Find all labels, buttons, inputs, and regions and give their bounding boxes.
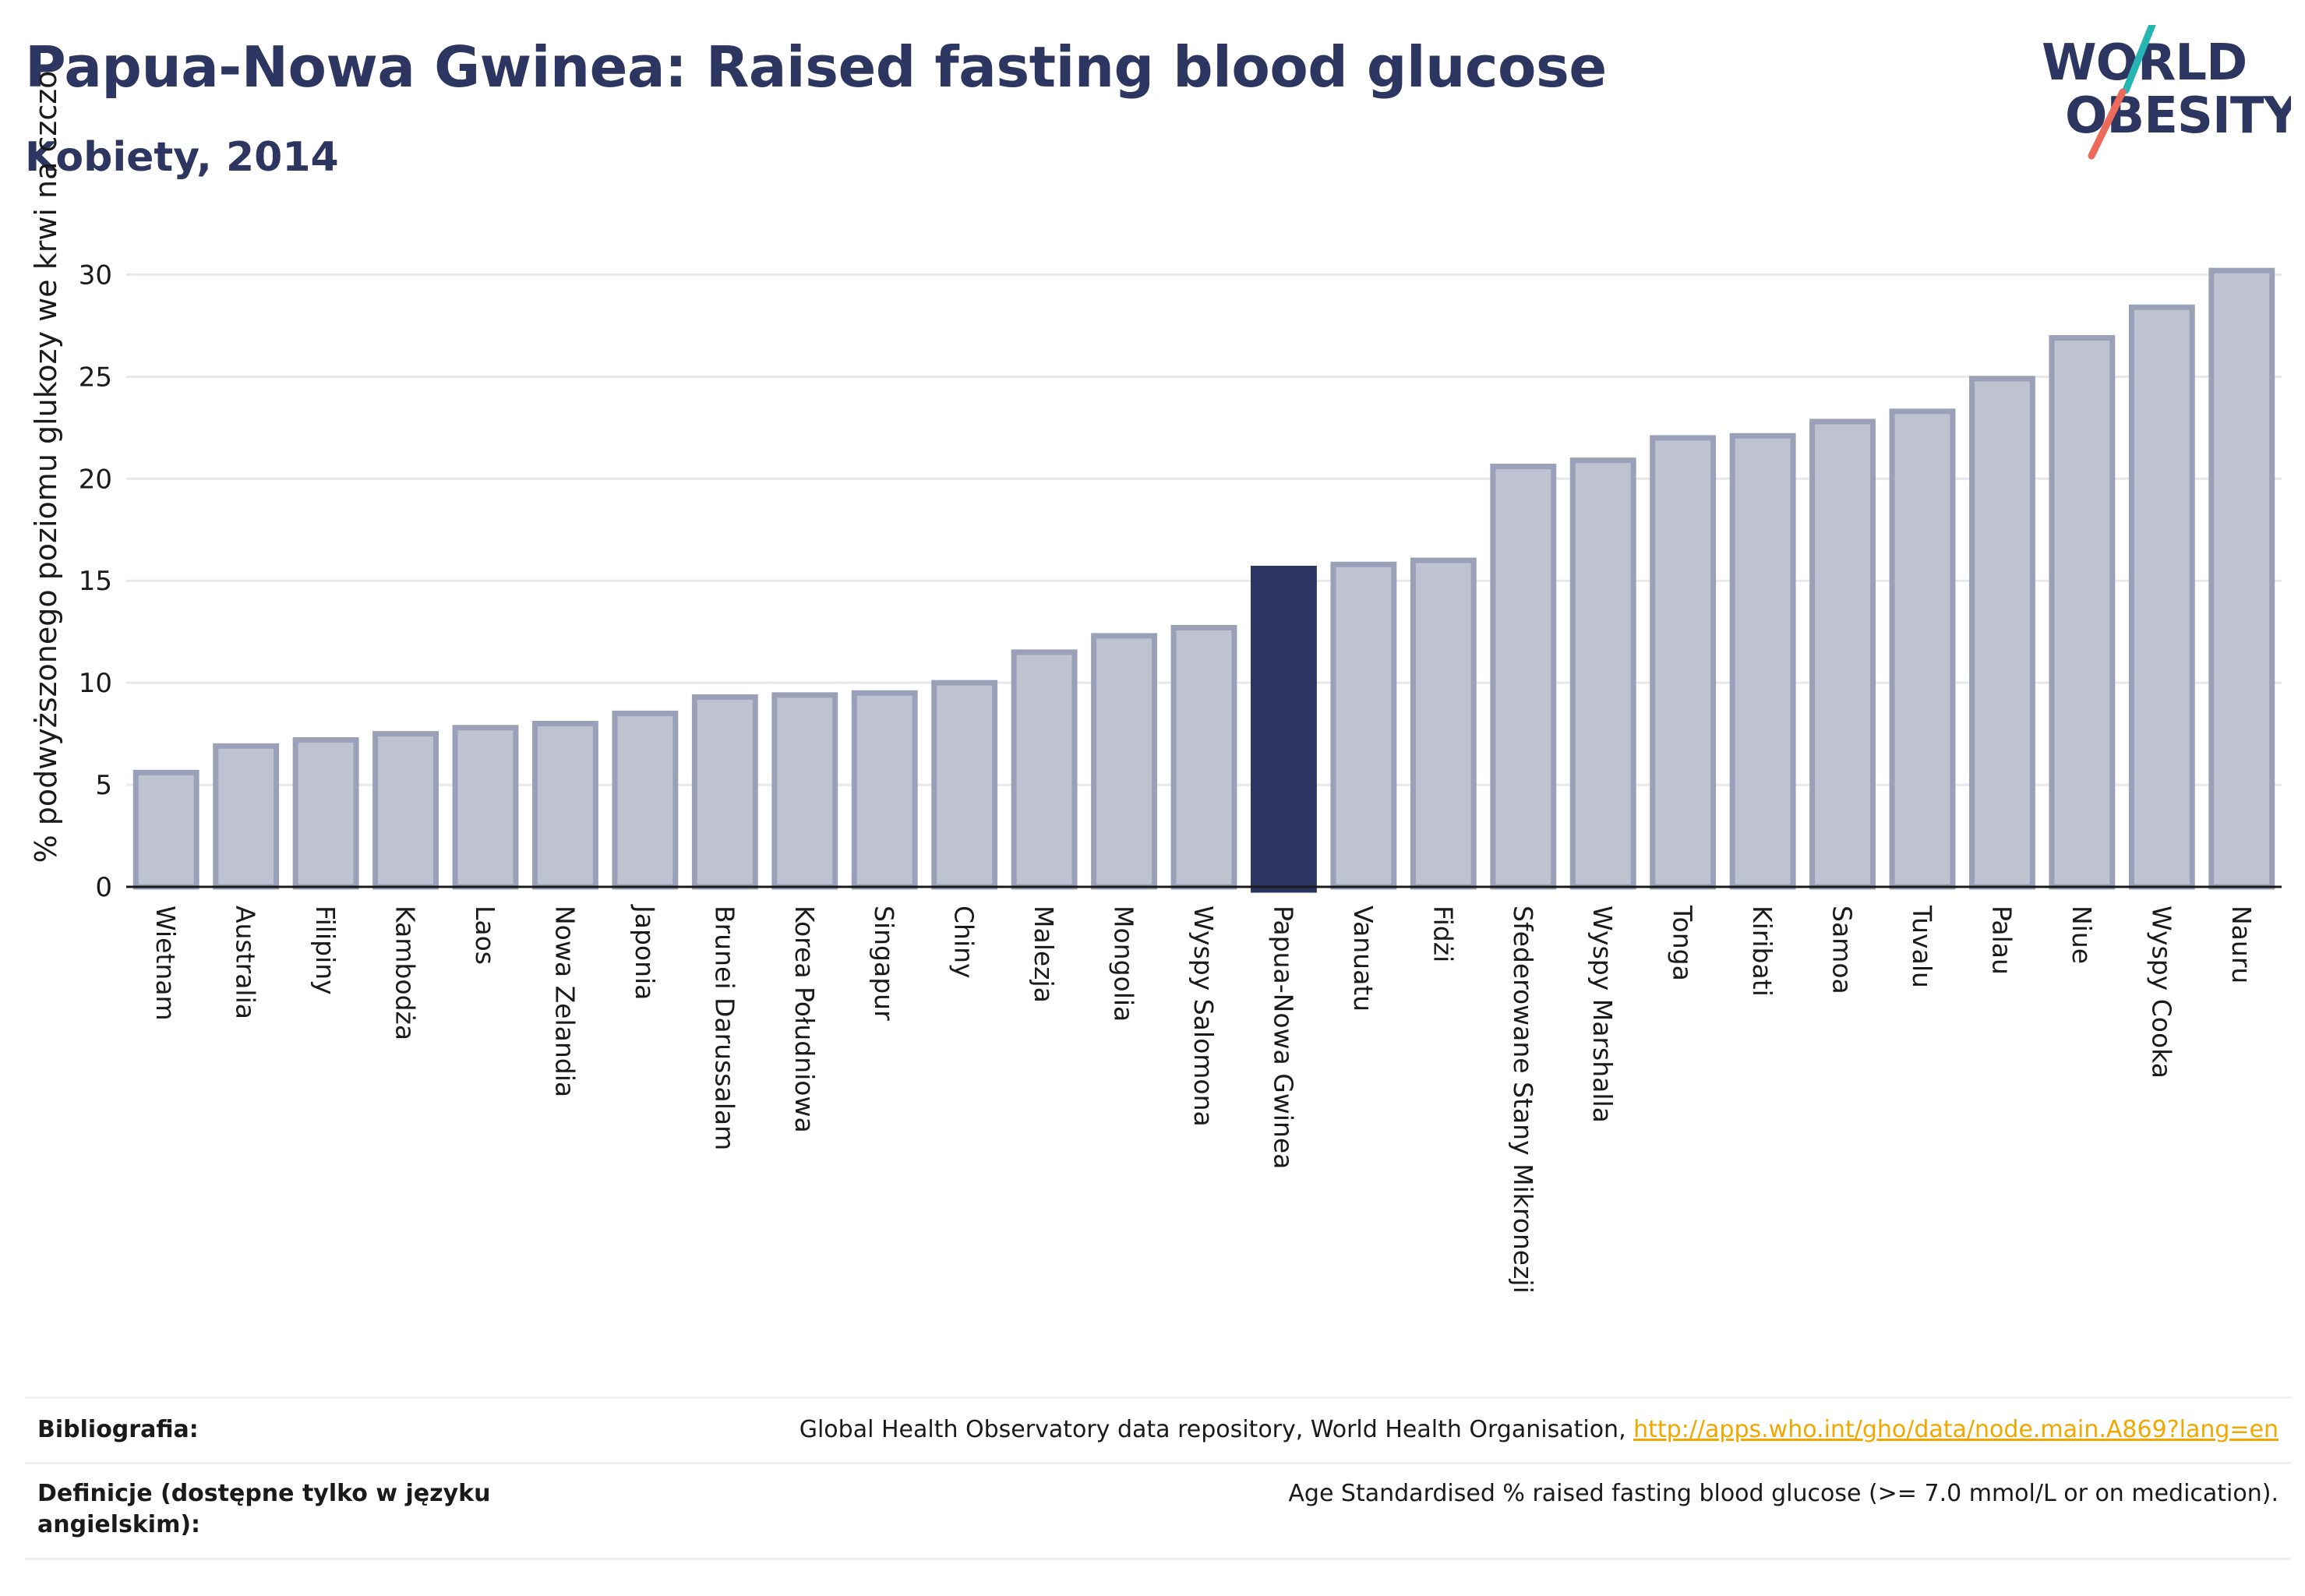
x-tick-label: Papua-Nowa Gwinea (1268, 906, 1298, 1169)
y-axis-ticks: 0 5 10 15 20 25 30 (79, 260, 112, 903)
bar (1011, 649, 1078, 890)
y-tick-label: 20 (79, 464, 112, 495)
x-tick-label: Singapur (869, 906, 899, 1021)
x-tick-label: Samoa (1827, 906, 1858, 994)
bar (213, 743, 280, 890)
bar (1091, 633, 1157, 890)
bar (931, 680, 998, 890)
bar (1889, 408, 1956, 890)
x-axis-labels: Wietnam Australia Filipiny Kambodża Laos Nowa… (150, 904, 2257, 1294)
definitions-row: Definicje (dostępne tylko w języku angie… (25, 1462, 2291, 1560)
x-tick-label: Nowa Zelandia (549, 906, 580, 1097)
bar (292, 736, 359, 890)
bar (1330, 561, 1397, 890)
y-tick-label: 10 (79, 668, 112, 699)
x-tick-label: Laos (470, 906, 500, 965)
x-tick-label: Australia (231, 906, 261, 1019)
logo-slash-coral (2088, 88, 2127, 160)
x-tick-label: Kambodża (390, 906, 421, 1040)
bibliography-value: Global Health Observatory data repositor… (800, 1414, 2279, 1446)
x-tick-label: Brunei Darussalam (709, 906, 740, 1150)
bibliography-row: Bibliografia: Global Health Observatory … (25, 1396, 2291, 1462)
bibliography-text: Global Health Observatory data repositor… (799, 1416, 1634, 1443)
x-tick-label: Vanuatu (1348, 906, 1378, 1012)
bar (372, 731, 439, 890)
definitions-label: Definicje (dostępne tylko w języku angie… (37, 1480, 491, 1538)
x-tick-label: Fidżi (1428, 906, 1458, 962)
bar (771, 692, 838, 890)
x-tick-label: Nauru (2226, 906, 2257, 983)
bar (691, 694, 758, 890)
bar (1410, 557, 1477, 890)
bar (132, 769, 199, 890)
world-obesity-logo: WORLD OBESITY (2042, 21, 2300, 165)
y-axis-label: % podwyższonego poziomu glukozy we krwi … (29, 71, 63, 863)
bar (612, 710, 679, 890)
x-tick-label: Wietnam (150, 906, 181, 1021)
x-tick-label: Tuvalu (1907, 905, 1937, 988)
x-tick-label: Japonia (630, 904, 660, 1000)
bar (1569, 457, 1636, 890)
y-tick-label: 15 (79, 566, 112, 597)
bibliography-link[interactable]: http://apps.who.int/gho/data/node.main.A… (1633, 1416, 2279, 1443)
x-tick-label: Niue (2067, 906, 2097, 964)
y-tick-label: 5 (95, 770, 112, 801)
definitions-value: Age Standardised % raised fasting blood … (1288, 1480, 2279, 1507)
x-tick-label: Mongolia (1109, 906, 1139, 1022)
x-tick-label: Chiny (949, 906, 980, 979)
y-tick-label: 25 (79, 362, 112, 393)
chart-subtitle: Kobiety, 2014 (25, 134, 339, 181)
y-tick-label: 30 (79, 260, 112, 291)
bar (851, 690, 918, 890)
x-tick-label: Korea Południowa (789, 906, 820, 1133)
bar-chart: 0 5 10 15 20 25 30 Wietnam Australia Filipiny Kam… (29, 71, 2282, 1294)
x-tick-label: Wyspy Salomona (1188, 906, 1219, 1127)
bar (1490, 464, 1557, 890)
y-tick-label: 0 (95, 872, 112, 903)
bar (2049, 335, 2116, 890)
bar (1170, 624, 1237, 890)
x-tick-label: Wyspy Marshalla (1587, 906, 1618, 1123)
bar (532, 721, 598, 890)
logo-slash-teal (2122, 21, 2156, 94)
bibliography-label: Bibliografia: (37, 1416, 199, 1443)
x-tick-label: Palau (1986, 906, 2017, 975)
bar (2128, 304, 2195, 890)
x-tick-label: Kiribati (1747, 906, 1777, 997)
x-tick-label: Filipiny (310, 906, 341, 995)
bar (1809, 418, 1876, 890)
footer-table: Bibliografia: Global Health Observatory … (25, 1396, 2291, 1560)
bar (2208, 267, 2275, 890)
page-title: Papua-Nowa Gwinea: Raised fasting blood … (25, 34, 1607, 100)
x-tick-label: Tonga (1668, 905, 1698, 981)
bar (452, 725, 519, 890)
bar (1969, 376, 2035, 890)
x-tick-label: Sfederowane Stany Mikronezji (1508, 906, 1538, 1294)
bar-highlighted (1251, 565, 1317, 893)
x-tick-label: Malezja (1029, 906, 1059, 1003)
bar (1650, 435, 1717, 890)
x-tick-label: Wyspy Cooka (2146, 906, 2176, 1079)
bar (1729, 433, 1796, 890)
